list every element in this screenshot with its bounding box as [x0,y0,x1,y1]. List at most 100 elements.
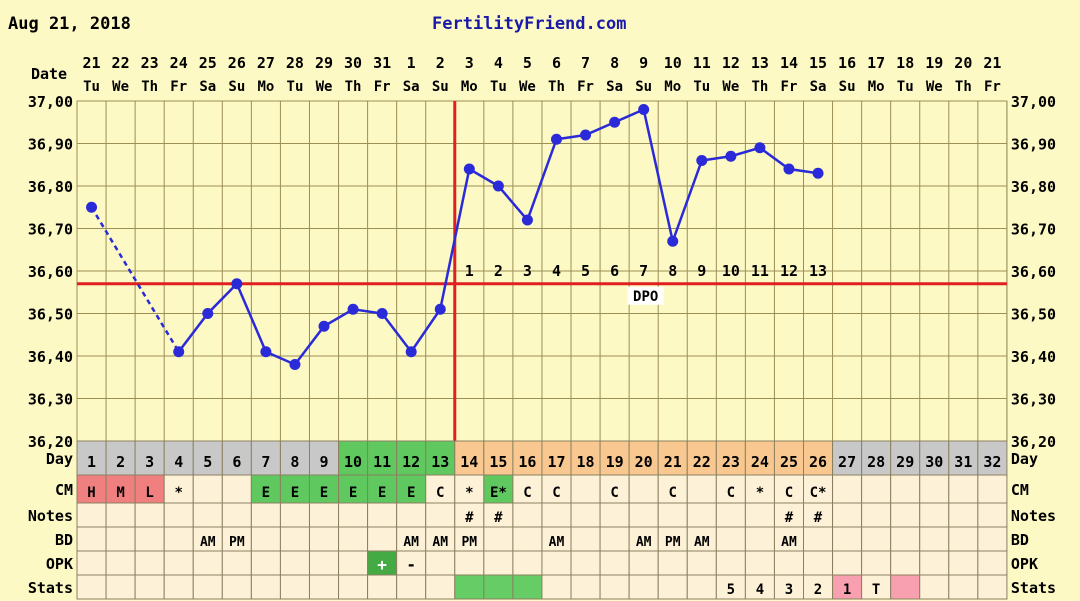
row-cell [76,574,107,600]
dpo-number: 8 [668,262,677,280]
y-tick-label-left: 36,40 [28,348,73,366]
row-cell [919,574,950,600]
temperature-point [521,214,533,226]
row-cell [832,474,863,504]
temperature-point [638,104,650,115]
row-cell [308,474,340,504]
row-cell [948,574,979,600]
row-cell [279,574,310,600]
row-cell [803,474,834,504]
row-cell [250,574,281,600]
weekday-label: Su [228,79,245,95]
day-number: 15 [489,453,507,471]
day-number: 9 [319,453,328,471]
cm-value: L [145,485,153,501]
row-cell [861,502,892,528]
row-cell [599,574,630,600]
date-number: 7 [581,54,590,72]
row-cell [628,474,659,504]
row-cell [832,550,863,576]
weekday-label: Tu [897,79,914,95]
y-tick-label-right: 36,20 [1011,433,1056,451]
cm-value: E [262,485,270,501]
weekday-label: Sa [199,79,216,95]
y-tick-label-right: 37,00 [1011,93,1056,111]
row-cell [76,440,107,476]
day-number: 22 [693,453,711,471]
temperature-point [347,303,359,315]
dpo-label-bg [627,286,664,305]
y-tick-label-left: 36,30 [28,391,73,409]
day-number: 20 [635,453,653,471]
temperature-point [609,116,621,128]
temperature-point [754,142,766,154]
cm-value: C [523,485,531,501]
row-cell [977,550,1008,576]
row-label-left: Day [46,450,73,468]
date-number: 13 [751,54,769,72]
cm-value: C [727,485,735,501]
row-cell [221,474,252,504]
stats-value: 5 [727,582,735,598]
day-number: 6 [232,453,241,471]
row-cell [250,526,281,552]
row-cell [628,550,659,576]
row-cell [803,526,834,552]
site-title[interactable]: FertilityFriend.com [432,14,627,34]
weekday-label: Mo [257,79,274,95]
row-cell [163,502,194,528]
day-number: 17 [547,453,565,471]
row-cell [599,550,630,576]
row-cell [250,440,281,476]
weekday-label: We [926,79,943,95]
row-cell [861,574,892,600]
row-cell [105,526,136,552]
row-label-left: BD [55,531,73,549]
row-cell [570,526,601,552]
bd-value: AM [432,535,448,550]
row-cell [686,574,717,600]
stats-value: 4 [756,582,764,598]
row-cell [803,550,834,576]
day-number: 32 [983,453,1001,471]
y-tick-label-left: 36,50 [28,306,73,324]
row-cell [773,526,805,552]
row-cell [977,440,1008,476]
row-cell [890,440,921,476]
day-number: 31 [954,453,972,471]
row-cell [861,474,892,504]
row-cell [948,526,979,552]
date-number: 1 [407,54,416,72]
date-number: 10 [664,54,682,72]
weekday-label: Su [635,79,652,95]
row-cell [628,574,659,600]
date-number: 25 [199,54,217,72]
row-cell [512,550,543,576]
bd-value: AM [200,535,216,550]
day-number: 19 [606,453,624,471]
row-label-left: Stats [28,579,73,597]
row-cell [192,574,223,600]
weekday-label: Th [548,79,565,95]
row-cell [628,526,659,552]
row-cell [919,550,950,576]
weekday-label: Fr [577,79,594,95]
stats-value: T [872,582,880,598]
y-tick-label-left: 36,60 [28,263,73,281]
day-number: 12 [402,453,420,471]
day-number: 2 [116,453,125,471]
dpo-number: 13 [809,262,827,280]
row-cell [279,502,310,528]
row-cell [250,502,281,528]
row-cell [744,526,775,552]
row-cell [279,550,310,576]
y-tick-label-right: 36,60 [1011,263,1056,281]
row-cell [541,502,572,528]
row-cell [454,440,485,476]
date-number: 4 [494,54,503,72]
bd-value: AM [781,535,797,550]
row-cell [744,550,775,576]
row-cell [570,550,601,576]
cm-value: * [465,485,473,501]
cm-value: * [756,485,764,501]
